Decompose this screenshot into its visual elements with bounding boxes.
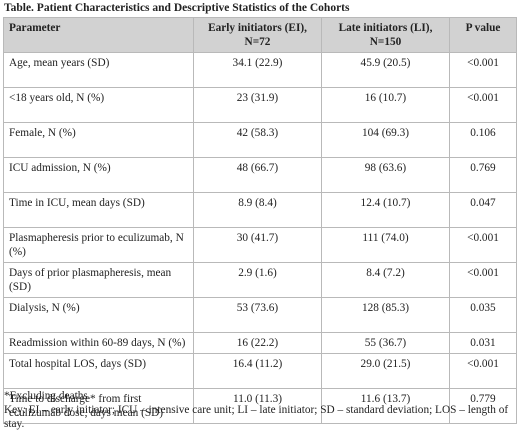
row-early-value: 8.9 (8.4) bbox=[193, 192, 322, 228]
header-p-value-label: P value bbox=[465, 22, 501, 34]
row-late-value: 45.9 (20.5) bbox=[321, 52, 450, 88]
row-late-value: 16 (10.7) bbox=[321, 87, 450, 123]
row-p-value: <0.001 bbox=[449, 227, 517, 263]
row-parameter: Readmission within 60-89 days, N (%) bbox=[3, 332, 194, 354]
row-late-value: 128 (85.3) bbox=[321, 297, 450, 333]
abbreviation-key: Key: EI – early initiator; ICU – intensi… bbox=[4, 404, 509, 430]
table-header-row: Parameter Early initiators (EI), N=72 La… bbox=[3, 17, 517, 53]
row-late-value: 104 (69.3) bbox=[321, 122, 450, 158]
row-p-value: 0.769 bbox=[449, 157, 517, 193]
row-late-value: 11.6 (13.7) bbox=[321, 388, 450, 424]
row-parameter: Female, N (%) bbox=[3, 122, 194, 158]
header-late-initiators-line2: N=150 bbox=[369, 36, 402, 48]
row-p-value: <0.001 bbox=[449, 52, 517, 88]
header-late-initiators: Late initiators (LI), N=150 bbox=[321, 17, 450, 53]
row-p-value: <0.001 bbox=[449, 353, 517, 389]
row-p-value: <0.001 bbox=[449, 262, 517, 298]
table-row: ICU admission, N (%) 48 (66.7) 98 (63.6)… bbox=[3, 157, 517, 193]
row-late-value: 8.4 (7.2) bbox=[321, 262, 450, 298]
table-row: Age, mean years (SD) 34.1 (22.9) 45.9 (2… bbox=[3, 52, 517, 88]
table-row: Plasmapheresis prior to eculizumab, N (%… bbox=[3, 227, 517, 263]
row-parameter: Total hospital LOS, days (SD) bbox=[3, 353, 194, 389]
row-early-value: 2.9 (1.6) bbox=[193, 262, 322, 298]
row-early-value: 16 (22.2) bbox=[193, 332, 322, 354]
row-early-value: 23 (31.9) bbox=[193, 87, 322, 123]
table-row: Time to discharge* from first eculizumab… bbox=[3, 388, 517, 424]
header-early-initiators-line1: Early initiators (EI), bbox=[208, 22, 307, 34]
cohort-statistics-table: Parameter Early initiators (EI), N=72 La… bbox=[3, 17, 517, 424]
row-p-value: 0.779 bbox=[449, 388, 517, 424]
table-title: Table. Patient Characteristics and Descr… bbox=[4, 2, 350, 14]
row-late-value: 98 (63.6) bbox=[321, 157, 450, 193]
row-early-value: 48 (66.7) bbox=[193, 157, 322, 193]
row-late-value: 29.0 (21.5) bbox=[321, 353, 450, 389]
row-p-value: 0.047 bbox=[449, 192, 517, 228]
row-early-value: 53 (73.6) bbox=[193, 297, 322, 333]
footnote: *Excluding deaths bbox=[4, 390, 88, 402]
table-row: Dialysis, N (%) 53 (73.6) 128 (85.3) 0.0… bbox=[3, 297, 517, 333]
row-p-value: 0.106 bbox=[449, 122, 517, 158]
header-early-initiators-line2: N=72 bbox=[244, 36, 271, 48]
row-parameter: Age, mean years (SD) bbox=[3, 52, 194, 88]
header-p-value: P value bbox=[449, 17, 517, 53]
header-parameter: Parameter bbox=[3, 17, 194, 53]
row-early-value: 16.4 (11.2) bbox=[193, 353, 322, 389]
header-early-initiators: Early initiators (EI), N=72 bbox=[193, 17, 322, 53]
row-parameter: Plasmapheresis prior to eculizumab, N (%… bbox=[3, 227, 194, 263]
table-row: Time in ICU, mean days (SD) 8.9 (8.4) 12… bbox=[3, 192, 517, 228]
table-row: Total hospital LOS, days (SD) 16.4 (11.2… bbox=[3, 353, 517, 389]
row-parameter: ICU admission, N (%) bbox=[3, 157, 194, 193]
row-parameter: Days of prior plasmapheresis, mean (SD) bbox=[3, 262, 194, 298]
row-late-value: 55 (36.7) bbox=[321, 332, 450, 354]
row-late-value: 111 (74.0) bbox=[321, 227, 450, 263]
row-early-value: 30 (41.7) bbox=[193, 227, 322, 263]
table-row: Days of prior plasmapheresis, mean (SD) … bbox=[3, 262, 517, 298]
table-notes: *Excluding deaths Key: EI – early initia… bbox=[4, 389, 516, 431]
table-row: Readmission within 60-89 days, N (%) 16 … bbox=[3, 332, 517, 354]
row-early-value: 34.1 (22.9) bbox=[193, 52, 322, 88]
header-parameter-label: Parameter bbox=[9, 22, 61, 34]
header-late-initiators-line1: Late initiators (LI), bbox=[338, 22, 433, 34]
row-parameter: Time in ICU, mean days (SD) bbox=[3, 192, 194, 228]
row-early-value: 42 (58.3) bbox=[193, 122, 322, 158]
row-p-value: 0.031 bbox=[449, 332, 517, 354]
row-early-value: 11.0 (11.3) bbox=[193, 388, 322, 424]
table-row: Female, N (%) 42 (58.3) 104 (69.3) 0.106 bbox=[3, 122, 517, 158]
row-parameter: Time to discharge* from first eculizumab… bbox=[3, 388, 194, 424]
row-p-value: <0.001 bbox=[449, 87, 517, 123]
row-parameter: Dialysis, N (%) bbox=[3, 297, 194, 333]
table-row: <18 years old, N (%) 23 (31.9) 16 (10.7)… bbox=[3, 87, 517, 123]
row-parameter: <18 years old, N (%) bbox=[3, 87, 194, 123]
row-p-value: 0.035 bbox=[449, 297, 517, 333]
row-late-value: 12.4 (10.7) bbox=[321, 192, 450, 228]
